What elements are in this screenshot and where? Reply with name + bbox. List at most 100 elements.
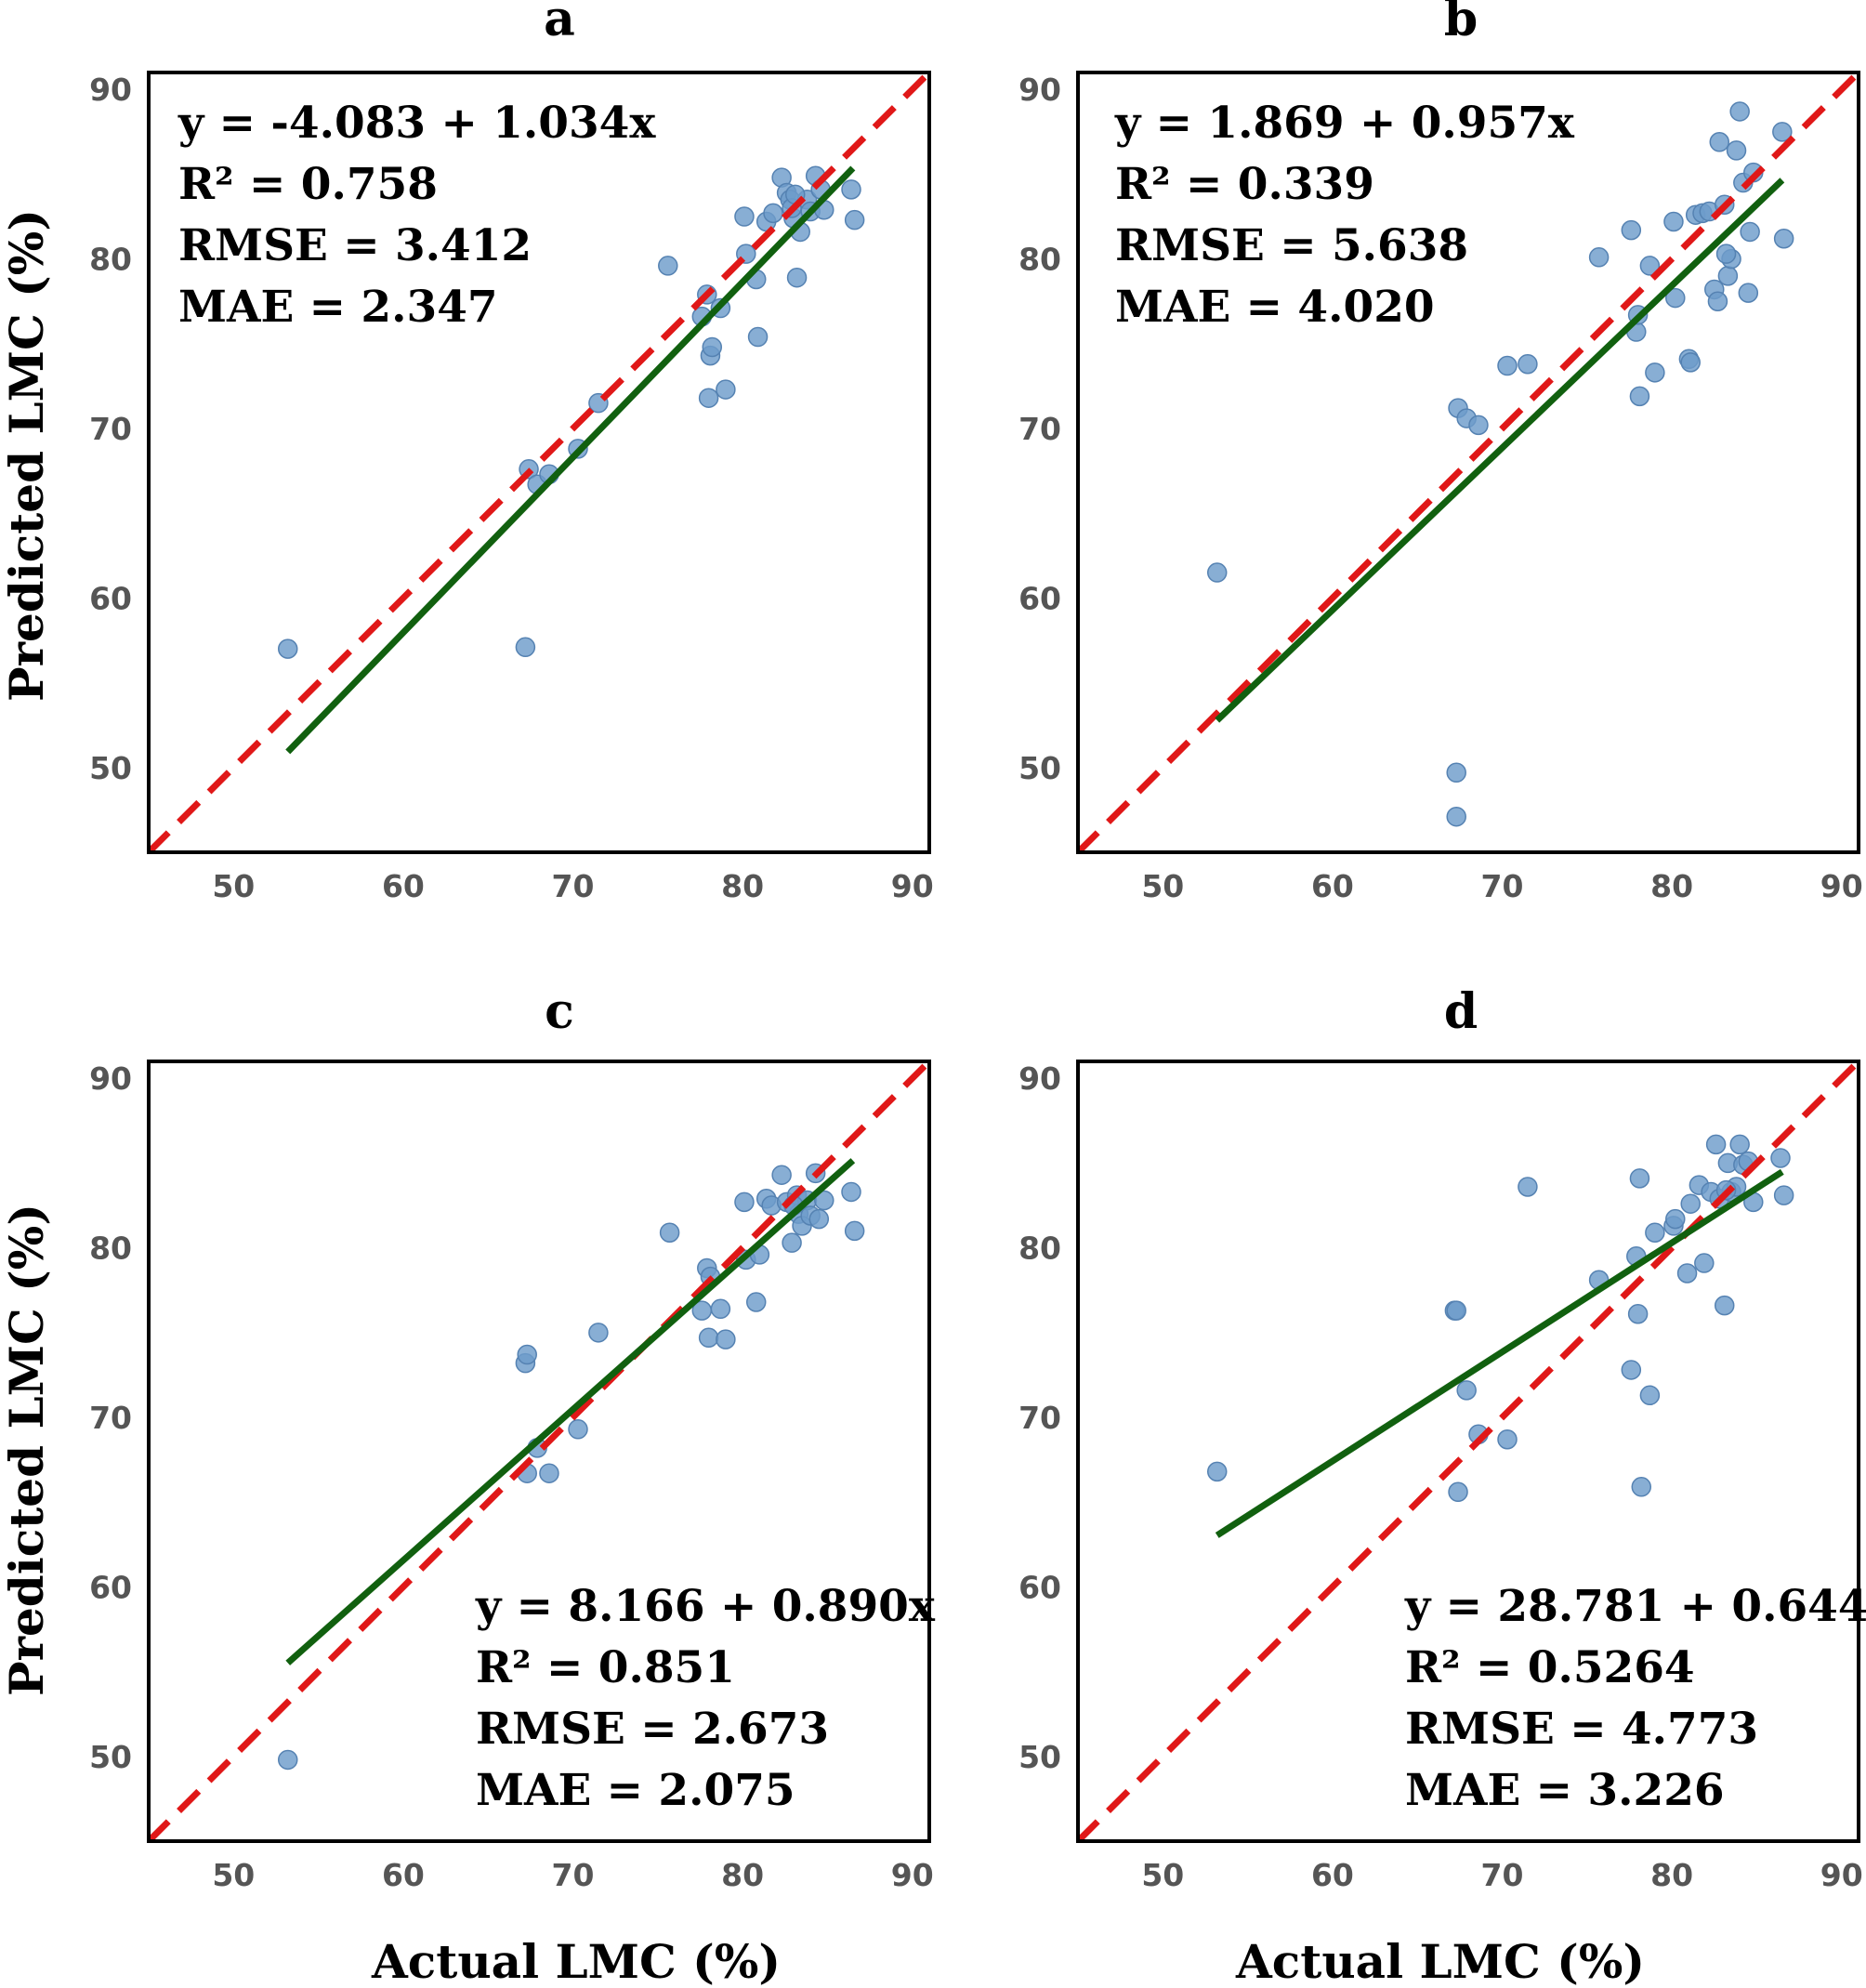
regression-line bbox=[1215, 178, 1785, 723]
data-point bbox=[588, 1323, 609, 1343]
y-tick-label: 90 bbox=[1018, 72, 1061, 108]
panel-marks bbox=[149, 72, 929, 852]
x-tick-label: 80 bbox=[721, 868, 764, 904]
x-tick-labels: 50 60 70 80 90 bbox=[1141, 868, 1862, 904]
stats-box: y = 1.869 + 0.957x R² = 0.339 RMSE = 5.6… bbox=[1114, 98, 1575, 333]
data-point bbox=[1468, 415, 1489, 436]
data-point bbox=[702, 336, 723, 358]
regression-equation: y = 8.166 + 0.890x bbox=[475, 1581, 936, 1632]
r-squared: R² = 0.851 bbox=[476, 1642, 735, 1693]
data-point bbox=[1621, 219, 1642, 241]
data-point bbox=[808, 1208, 830, 1230]
data-point bbox=[710, 1298, 731, 1320]
panel-title: a bbox=[544, 0, 575, 47]
data-point bbox=[1772, 122, 1793, 142]
y-tick-label: 80 bbox=[1018, 1231, 1061, 1267]
y-tick-label: 90 bbox=[89, 1060, 132, 1097]
data-point bbox=[841, 1181, 861, 1203]
y-tick-labels: 50 60 70 80 90 bbox=[1018, 1060, 1061, 1775]
rmse-value: RMSE = 2.673 bbox=[476, 1704, 829, 1755]
y-tick-label: 90 bbox=[1018, 1060, 1061, 1097]
regression-line bbox=[285, 165, 856, 755]
y-tick-label: 50 bbox=[1018, 750, 1061, 786]
data-point bbox=[734, 1191, 755, 1213]
mae-value: MAE = 2.347 bbox=[178, 282, 498, 333]
y-tick-label: 60 bbox=[89, 1569, 132, 1605]
data-point bbox=[1518, 353, 1538, 375]
data-point bbox=[1206, 1461, 1228, 1482]
y-tick-label: 70 bbox=[89, 1400, 132, 1436]
y-tick-label: 90 bbox=[89, 72, 132, 108]
x-tick-label: 50 bbox=[1141, 868, 1184, 904]
stats-box: y = 28.781 + 0.644x R² = 0.5264 RMSE = 4… bbox=[1404, 1581, 1866, 1816]
r-squared: R² = 0.758 bbox=[178, 159, 438, 210]
data-point bbox=[1588, 247, 1610, 268]
panel-b: b y = 1.869 + 0.957x R² = 0.339 RMSE = 5… bbox=[1018, 0, 1863, 904]
panel-title: d bbox=[1444, 983, 1478, 1040]
data-point bbox=[844, 209, 865, 230]
x-tick-label: 60 bbox=[382, 868, 425, 904]
data-point bbox=[1497, 355, 1518, 376]
x-tick-label: 80 bbox=[721, 1857, 764, 1893]
x-tick-labels: 50 60 70 80 90 bbox=[212, 1857, 933, 1893]
r-squared: R² = 0.339 bbox=[1115, 159, 1374, 210]
regression-line bbox=[1215, 1168, 1784, 1538]
data-point bbox=[1715, 244, 1737, 264]
data-point bbox=[1497, 1428, 1518, 1450]
panel-a: a y = -4.083 + 1.034x R² = 0.758 RMSE = … bbox=[89, 0, 934, 904]
data-point bbox=[698, 1327, 719, 1349]
mae-value: MAE = 3.226 bbox=[1405, 1765, 1725, 1816]
r-squared: R² = 0.5264 bbox=[1405, 1642, 1695, 1693]
data-point bbox=[277, 639, 298, 659]
data-point bbox=[1665, 287, 1686, 309]
x-tick-label: 90 bbox=[1820, 1857, 1863, 1893]
regression-line bbox=[285, 1158, 856, 1665]
y-axis-title-top: Predicted LMC (%) bbox=[0, 209, 54, 702]
data-point bbox=[1694, 1253, 1715, 1273]
data-point bbox=[1645, 1222, 1665, 1243]
mae-value: MAE = 4.020 bbox=[1115, 282, 1435, 333]
data-point bbox=[1676, 1263, 1698, 1284]
y-tick-label: 80 bbox=[89, 242, 132, 278]
panel-marks bbox=[1078, 1061, 1859, 1841]
y-axis-title-bottom: Predicted LMC (%) bbox=[0, 1204, 54, 1696]
x-tick-labels: 50 60 70 80 90 bbox=[212, 868, 933, 904]
data-point bbox=[1446, 762, 1466, 783]
data-point bbox=[698, 388, 719, 408]
data-point bbox=[1773, 228, 1794, 249]
regression-equation: y = 1.869 + 0.957x bbox=[1114, 98, 1575, 149]
y-tick-labels: 50 60 70 80 90 bbox=[89, 72, 132, 786]
reference-line-1to1 bbox=[149, 72, 929, 852]
data-point bbox=[1665, 1208, 1686, 1230]
y-tick-label: 80 bbox=[89, 1231, 132, 1267]
y-tick-label: 70 bbox=[89, 411, 132, 447]
y-tick-labels: 50 60 70 80 90 bbox=[89, 1060, 132, 1775]
data-point bbox=[1518, 1177, 1538, 1197]
panel-d: d y = 28.781 + 0.644x R² = 0.5264 RMSE =… bbox=[1018, 983, 1866, 1893]
data-point bbox=[1680, 1193, 1701, 1214]
data-point bbox=[1629, 386, 1650, 407]
data-point bbox=[1639, 256, 1661, 276]
data-point bbox=[814, 1190, 834, 1211]
regression-equation: y = -4.083 + 1.034x bbox=[177, 98, 656, 149]
data-point bbox=[1629, 1168, 1650, 1189]
data-point bbox=[1709, 132, 1730, 152]
y-tick-label: 50 bbox=[89, 750, 132, 786]
data-point bbox=[1448, 1481, 1468, 1503]
reference-line-1to1 bbox=[1078, 1061, 1859, 1841]
panel-title: b bbox=[1444, 0, 1478, 47]
data-point bbox=[841, 179, 861, 200]
data-point bbox=[517, 1344, 537, 1365]
x-axis-title-left: Actual LMC (%) bbox=[371, 1934, 781, 1988]
mae-value: MAE = 2.075 bbox=[476, 1765, 795, 1816]
panel-title: c bbox=[545, 983, 574, 1040]
data-point bbox=[716, 379, 736, 400]
data-point bbox=[771, 1165, 792, 1185]
data-point bbox=[763, 203, 783, 224]
panel-c: c y = 8.166 + 0.890x R² = 0.851 RMSE = 2… bbox=[89, 983, 936, 1893]
x-tick-label: 90 bbox=[891, 868, 934, 904]
panel-marks bbox=[1078, 72, 1859, 852]
y-tick-label: 70 bbox=[1018, 411, 1061, 447]
y-tick-label: 60 bbox=[1018, 1569, 1061, 1605]
